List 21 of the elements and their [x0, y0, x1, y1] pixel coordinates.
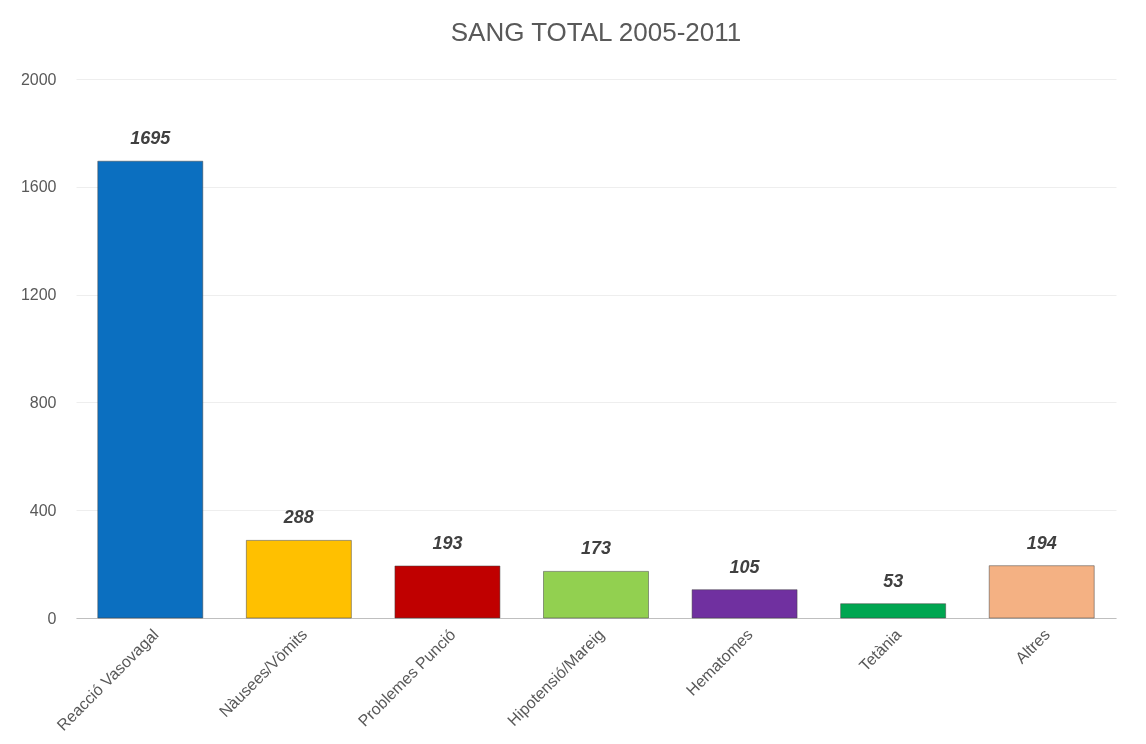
bar	[97, 160, 204, 619]
bar	[691, 589, 798, 619]
data-label: 193	[432, 532, 463, 553]
data-label: 173	[580, 538, 612, 559]
y-tick-label: 2000	[20, 70, 57, 88]
bar	[988, 565, 1095, 619]
y-tick-label: 1200	[20, 286, 57, 304]
data-label: 194	[1026, 532, 1057, 553]
bar	[246, 540, 352, 619]
y-tick-label: 800	[29, 393, 57, 411]
bar	[840, 603, 946, 619]
y-tick-label: 0	[47, 609, 57, 627]
data-label: 105	[729, 556, 761, 577]
bar	[543, 571, 649, 619]
data-label: 53	[883, 570, 904, 591]
y-tick-label: 1600	[20, 178, 57, 196]
data-label: 288	[282, 507, 314, 528]
y-tick-label: 400	[29, 501, 57, 519]
data-label: 1695	[130, 128, 172, 149]
bar	[394, 565, 501, 619]
chart-title: SANG TOTAL 2005-2011	[450, 17, 742, 47]
